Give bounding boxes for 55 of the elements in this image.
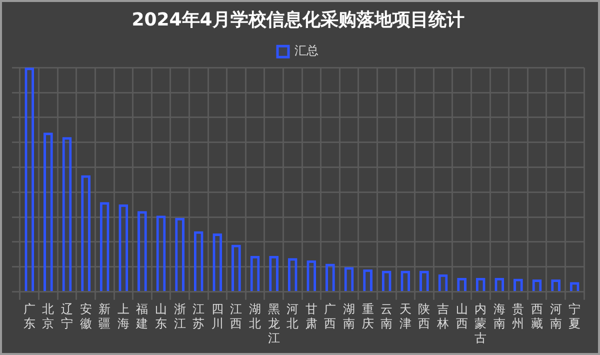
bar: [400, 270, 410, 292]
x-tick-label: 黑龙江: [268, 302, 280, 345]
chart-title: 2024年4月学校信息化采购落地项目统计: [132, 9, 464, 30]
bar: [326, 264, 335, 292]
bar: [363, 269, 372, 292]
bar: [156, 216, 166, 292]
x-tick-label: 云南: [380, 302, 393, 331]
bar: [24, 68, 34, 292]
bar: [382, 270, 392, 292]
x-tick-label: 江西: [230, 302, 242, 331]
x-tick-label: 广东: [23, 302, 36, 331]
bar: [44, 132, 53, 292]
bar: [118, 204, 128, 292]
x-tick-label: 甘肃: [305, 302, 318, 331]
x-tick-label: 湖北: [249, 302, 261, 331]
bar: [344, 267, 354, 292]
bar: [250, 256, 260, 292]
x-tick-label: 西藏: [531, 302, 543, 331]
x-tick-label: 贵州: [512, 302, 524, 331]
bar: [212, 234, 222, 292]
legend-label: 汇总: [294, 44, 318, 58]
bar: [232, 244, 241, 292]
x-tick-label: 新疆: [98, 302, 111, 331]
bar: [420, 270, 429, 292]
bar: [175, 218, 184, 292]
x-tick-label: 广西: [324, 302, 336, 331]
x-tick-label: 陕西: [418, 302, 430, 331]
x-tick-label: 浙江: [174, 302, 186, 331]
bar: [100, 202, 110, 292]
x-tick-label: 内蒙古: [474, 302, 487, 345]
x-tick-label: 上海: [117, 302, 130, 331]
bar: [81, 175, 90, 292]
x-tick-label: 四川: [211, 302, 224, 331]
x-tick-label: 山东: [155, 302, 167, 331]
bar: [62, 137, 72, 292]
x-tick-label: 海南: [493, 302, 506, 331]
bar: [288, 258, 298, 292]
x-tick-label: 湖南: [343, 302, 355, 331]
x-tick-label: 安徽: [80, 302, 92, 331]
x-tick-label: 北京: [42, 302, 54, 331]
x-tick-label: 重庆: [362, 302, 374, 331]
x-tick-label: 福建: [135, 302, 148, 331]
bar: [138, 211, 147, 292]
x-tick-label: 吉林: [436, 302, 449, 331]
bar: [438, 274, 448, 292]
x-tick-label: 江苏: [192, 302, 205, 331]
x-tick-label: 宁夏: [568, 302, 581, 331]
x-tick-label: 山西: [456, 302, 468, 331]
x-tick-label: 天津: [399, 302, 412, 331]
bar: [306, 260, 316, 292]
bar: [269, 256, 278, 292]
bar: [194, 231, 204, 292]
x-tick-label: 河北: [286, 302, 299, 331]
x-tick-label: 辽宁: [61, 302, 73, 331]
x-tick-label: 河南: [550, 302, 562, 331]
